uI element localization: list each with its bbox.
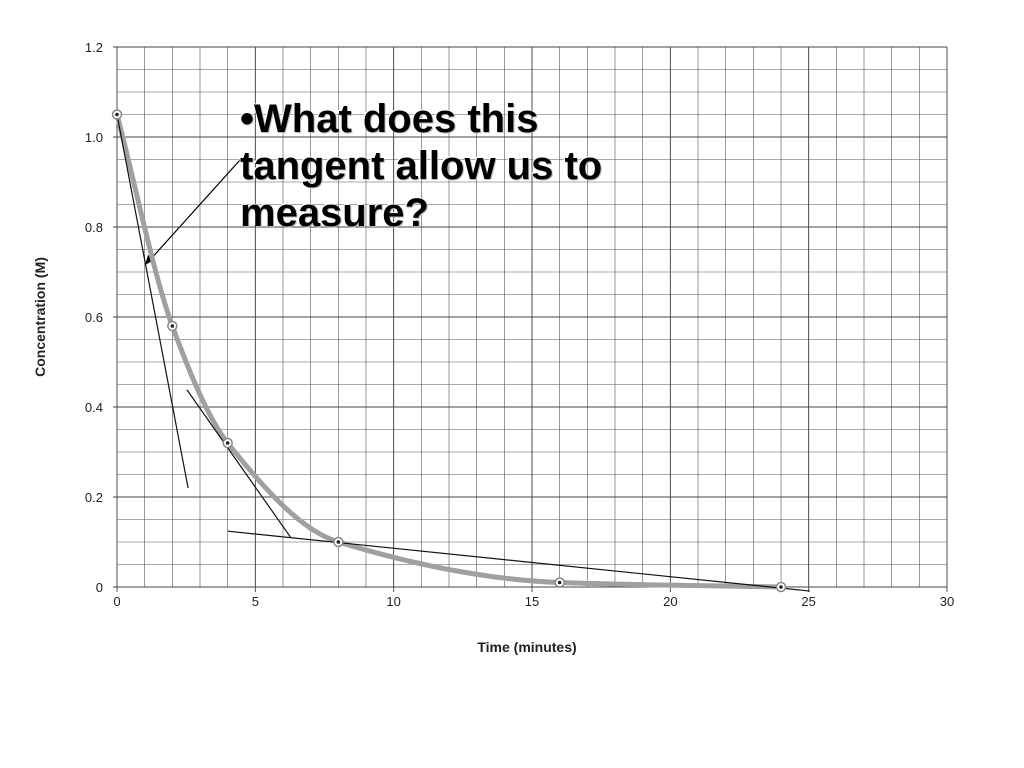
x-tick-label: 10 (386, 594, 400, 609)
x-axis-label: Time (minutes) (477, 639, 576, 655)
tangent-line (186, 389, 292, 539)
point-center (170, 324, 175, 328)
y-tick-label: 0.4 (85, 400, 103, 415)
y-tick-label: 0.8 (85, 220, 103, 235)
y-axis-label: Concentration (M) (32, 257, 48, 377)
x-tick-label: 20 (663, 594, 677, 609)
y-tick-label: 0.2 (85, 490, 103, 505)
y-tick-label: 1.0 (85, 130, 103, 145)
x-tick-label: 15 (525, 594, 539, 609)
annotation-arrow (148, 159, 241, 262)
point-center (225, 441, 230, 445)
point-center (336, 540, 341, 544)
point-center (779, 585, 783, 589)
curve (114, 113, 782, 590)
point-center (557, 580, 562, 585)
x-tick-label: 5 (252, 594, 259, 609)
tangent-line (116, 114, 189, 489)
tangent-line (227, 530, 810, 592)
arrow-head (145, 255, 154, 265)
x-tick-label: 30 (940, 594, 954, 609)
point-center (115, 112, 119, 117)
y-tick-label: 0.6 (85, 310, 103, 325)
annotation: •What does this tangent allow us to meas… (240, 97, 603, 235)
x-tick-label: 25 (801, 594, 815, 609)
y-tick-label: 1.2 (85, 40, 103, 55)
y-tick-label: 0 (96, 580, 103, 595)
x-tick-label: 0 (113, 594, 120, 609)
